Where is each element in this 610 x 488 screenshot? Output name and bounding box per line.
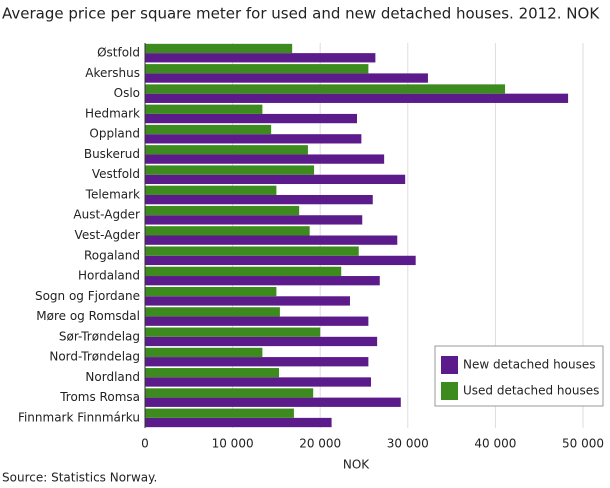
y-tick-label: Oslo: [114, 86, 140, 100]
bar: [145, 327, 321, 337]
bar: [145, 113, 357, 124]
bar: [145, 53, 376, 63]
y-tick-label: Hedmark: [85, 106, 140, 120]
bar: [145, 185, 277, 195]
bar: [145, 165, 315, 175]
legend-swatch: [441, 382, 458, 400]
bar: [145, 276, 380, 286]
x-tick-label: 10 000: [212, 437, 254, 451]
x-tick-label: 30 000: [387, 437, 429, 451]
bar: [145, 235, 398, 245]
bar: [145, 286, 277, 297]
bar: [145, 408, 294, 418]
x-tick-label: 20 000: [299, 437, 341, 451]
x-tick-label: 50 000: [562, 437, 604, 451]
x-axis-label: NOK: [343, 458, 370, 472]
y-tick-label: Østfold: [97, 46, 140, 60]
y-tick-label: Rogaland: [84, 248, 140, 262]
bar: [145, 255, 416, 266]
bar: [145, 124, 272, 135]
bar: [145, 174, 406, 185]
source: Source: Statistics Norway.: [2, 471, 157, 485]
bar: [145, 246, 359, 256]
bar: [145, 134, 362, 144]
bar: [145, 145, 308, 155]
bar: [145, 93, 569, 103]
x-tick-label: 0: [141, 437, 149, 451]
bar: [145, 226, 310, 236]
bar: [145, 104, 263, 114]
x-tick-label: 40 000: [474, 437, 516, 451]
bar: [145, 43, 293, 54]
y-tick-label: Møre og Romsdal: [36, 309, 140, 323]
y-tick-label: Aust-Agder: [73, 208, 140, 222]
y-tick-label: Hordaland: [78, 269, 140, 283]
y-tick-label: Buskerud: [84, 147, 140, 161]
bar: [145, 368, 280, 378]
bar: [145, 296, 350, 306]
bar: [145, 397, 401, 407]
y-tick-label: Oppland: [89, 127, 140, 141]
y-tick-label: Sogn og Fjordane: [35, 289, 140, 303]
bar: [145, 64, 369, 74]
chart-title: Average price per square meter for used …: [2, 5, 600, 23]
y-tick-label: Nord-Trøndelag: [49, 350, 140, 364]
bar: [145, 84, 506, 94]
y-tick-label: Vestfold: [92, 167, 140, 181]
bar: [145, 215, 363, 225]
bar: [145, 417, 332, 428]
bar: [145, 307, 280, 317]
y-tick-label: Sør-Trøndelag: [59, 329, 140, 343]
bar: [145, 73, 428, 83]
y-tick-label: Troms Romsa: [59, 390, 140, 404]
y-tick-label: Finnmark Finnmárku: [18, 410, 140, 424]
y-tick-label: Akershus: [85, 66, 140, 80]
bar: [145, 388, 314, 398]
bar: [145, 336, 378, 347]
bar: [145, 316, 369, 326]
y-tick-label: Telemark: [85, 187, 140, 201]
bar: [145, 357, 369, 367]
bar: [145, 347, 263, 358]
bar: [145, 205, 300, 216]
bar: [145, 377, 372, 387]
y-tick-label: Vest-Agder: [75, 228, 141, 242]
y-tick-label: Nordland: [85, 370, 140, 384]
bar: [145, 194, 373, 205]
legend-label: Used detached houses: [463, 384, 599, 398]
legend-label: New detached houses: [463, 358, 596, 372]
bar: [145, 154, 385, 164]
legend-swatch: [441, 356, 458, 374]
legend-box: [434, 345, 604, 407]
bar: [145, 266, 342, 277]
